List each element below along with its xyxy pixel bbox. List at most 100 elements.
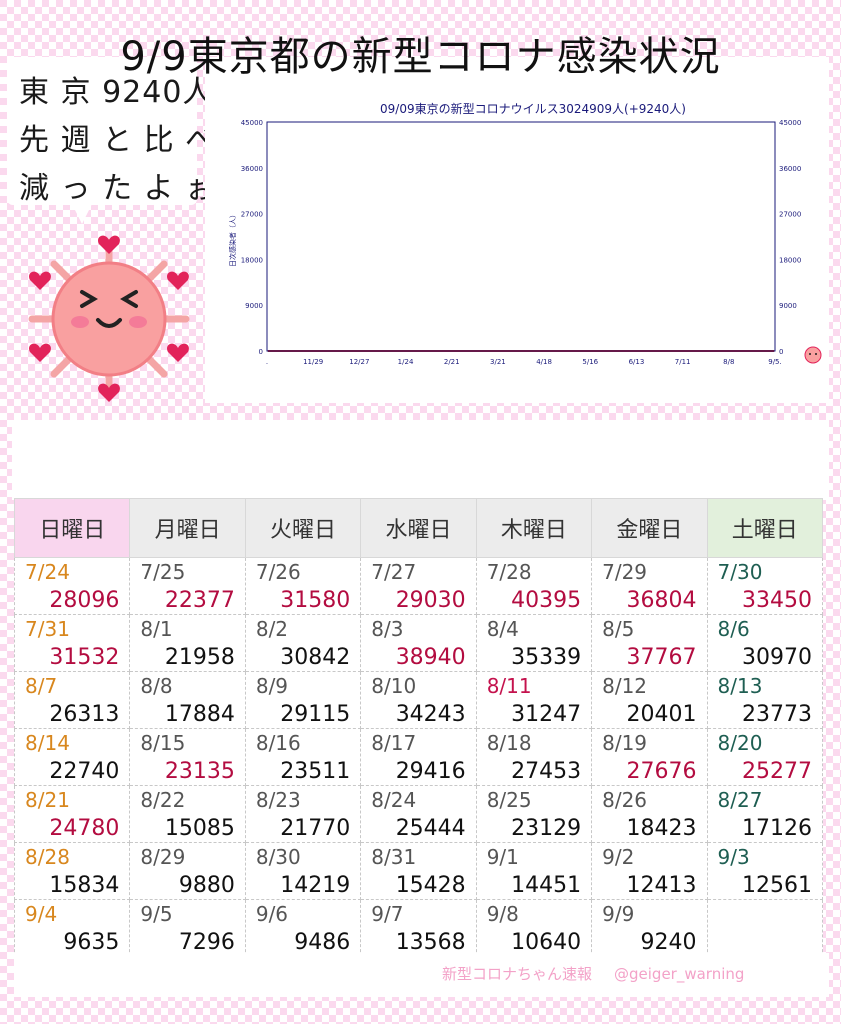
bubble-line-2: 先 週 と 比 べ xyxy=(19,123,217,158)
day-date: 8/6 xyxy=(717,617,750,641)
week-row: 9/4 9635 9/5 7296 9/6 9486 9/7 13568 9/8 10640 9/9… xyxy=(13,899,824,957)
weekday-header: 日曜日 xyxy=(13,498,131,558)
day-cell: 8/17 29416 xyxy=(360,728,477,786)
day-cell: 8/16 23511 xyxy=(244,728,362,786)
day-cell: 8/4 35339 xyxy=(475,614,593,672)
day-cell: 8/9 29115 xyxy=(244,671,362,729)
day-date: 9/6 xyxy=(255,902,289,926)
day-date: 9/2 xyxy=(602,845,635,869)
day-case-count: 9635 xyxy=(63,930,120,955)
day-cell: 9/3 12561 xyxy=(706,842,824,900)
day-date: 8/2 xyxy=(255,617,289,641)
weekday-header-row: 日曜日 月曜日 火曜日 水曜日 木曜日 金曜日 土曜日 xyxy=(13,498,824,558)
week-row: 8/7 26313 8/8 17884 8/9 29115 8/10 34243 8/11 312… xyxy=(13,671,824,729)
x-tick-label: 8/8 xyxy=(723,358,734,366)
x-tick-label: 9/5. xyxy=(768,358,782,366)
day-cell: 8/21 24780 xyxy=(13,785,131,843)
day-case-count: 15085 xyxy=(164,816,235,841)
day-case-count: 33450 xyxy=(742,588,812,613)
day-cell: 7/28 40395 xyxy=(475,557,593,615)
weekday-header: 火曜日 xyxy=(244,498,362,558)
y-tick-label-left: 36000 xyxy=(241,165,263,173)
day-date: 8/7 xyxy=(25,674,58,698)
week-row: 7/24 28096 7/25 22377 7/26 31580 7/27 29030 7/28… xyxy=(13,557,824,615)
day-date: 8/13 xyxy=(717,674,763,698)
day-date: 7/29 xyxy=(602,560,648,584)
title-band xyxy=(12,420,829,500)
x-tick-label: 11/29 xyxy=(303,358,323,366)
day-cell: 8/30 14219 xyxy=(244,842,362,900)
day-case-count: 17126 xyxy=(742,816,812,841)
day-cell: 8/27 17126 xyxy=(706,785,824,843)
daily-cases-chart: 09/09東京の新型コロナウイルス3024909人(+9240人) 日次感染者（… xyxy=(228,101,801,366)
day-case-count: 23773 xyxy=(742,702,812,727)
day-date: 8/30 xyxy=(255,845,301,869)
plot-frame xyxy=(266,121,776,352)
day-case-count: 12413 xyxy=(626,873,697,898)
x-tick-label: 2/21 xyxy=(444,358,460,366)
day-cell: 8/23 21770 xyxy=(244,785,362,843)
day-case-count: 25444 xyxy=(395,816,466,841)
day-case-count: 35339 xyxy=(511,645,582,670)
day-date: 8/11 xyxy=(486,674,532,698)
day-cell: 7/30 33450 xyxy=(706,557,824,615)
y-tick-label-left: 18000 xyxy=(241,256,263,264)
bubble-line-3: 減 っ た よ ぉ xyxy=(19,171,217,206)
y-tick-label-left: 45000 xyxy=(241,119,263,127)
day-cell: 8/31 15428 xyxy=(360,842,477,900)
day-case-count: 23511 xyxy=(280,759,351,784)
weekday-header: 木曜日 xyxy=(475,498,593,558)
footer-band xyxy=(14,953,829,997)
day-case-count: 10640 xyxy=(511,930,582,955)
day-date: 7/26 xyxy=(255,560,301,584)
day-cell: 8/13 23773 xyxy=(706,671,824,729)
y-tick-label-right: 9000 xyxy=(779,302,797,310)
day-case-count: 31580 xyxy=(280,588,351,613)
week-row: 8/21 24780 8/22 15085 8/23 21770 8/24 25444 8/25… xyxy=(13,785,824,843)
day-cell: 9/2 12413 xyxy=(591,842,708,900)
day-cell: 8/10 34243 xyxy=(360,671,477,729)
day-cell: 8/12 20401 xyxy=(591,671,708,729)
day-cell: 9/7 13568 xyxy=(360,899,477,957)
speech-bubble-tail xyxy=(70,200,94,224)
day-case-count: 17884 xyxy=(164,702,235,727)
x-tick-label: . xyxy=(266,358,268,366)
day-cell: 7/31 31532 xyxy=(13,614,131,672)
day-case-count: 20401 xyxy=(626,702,697,727)
day-cell: 8/11 31247 xyxy=(475,671,593,729)
chart-panel: 09/09東京の新型コロナウイルス3024909人(+9240人) 日次感染者（… xyxy=(205,57,829,403)
day-cell: 9/9 9240 xyxy=(591,899,708,957)
day-date: 8/31 xyxy=(371,845,417,869)
day-date: 7/24 xyxy=(25,560,70,584)
day-date: 8/28 xyxy=(25,845,70,869)
day-date: 7/27 xyxy=(371,560,417,584)
day-date: 8/16 xyxy=(255,731,301,755)
weekday-header: 水曜日 xyxy=(360,498,477,558)
small-virus-icon xyxy=(804,346,822,364)
day-date: 8/4 xyxy=(486,617,519,641)
day-date: 9/9 xyxy=(602,902,635,926)
day-case-count: 26313 xyxy=(49,702,120,727)
day-date: 7/25 xyxy=(140,560,186,584)
y-tick-label-left: 0 xyxy=(259,348,263,356)
y-axis-label: 日次感染者（人） xyxy=(228,211,237,267)
day-case-count: 38940 xyxy=(395,645,466,670)
day-date: 9/8 xyxy=(486,902,519,926)
day-cell: 9/1 14451 xyxy=(475,842,593,900)
day-cell: 8/7 26313 xyxy=(13,671,131,729)
x-tick-label: 7/11 xyxy=(675,358,691,366)
day-case-count: 29115 xyxy=(280,702,351,727)
day-case-count: 21958 xyxy=(164,645,235,670)
day-case-count: 31532 xyxy=(49,645,120,670)
x-tick-label: 5/16 xyxy=(582,358,598,366)
day-date: 8/15 xyxy=(140,731,186,755)
day-cell: 8/28 15834 xyxy=(13,842,131,900)
day-date: 9/7 xyxy=(371,902,404,926)
day-case-count: 37767 xyxy=(626,645,697,670)
day-case-count: 27453 xyxy=(511,759,582,784)
y-tick-label-right: 18000 xyxy=(779,256,801,264)
day-date: 8/3 xyxy=(371,617,404,641)
day-date: 8/19 xyxy=(602,731,648,755)
day-cell: 7/25 22377 xyxy=(129,557,246,615)
day-case-count: 7296 xyxy=(178,930,235,955)
